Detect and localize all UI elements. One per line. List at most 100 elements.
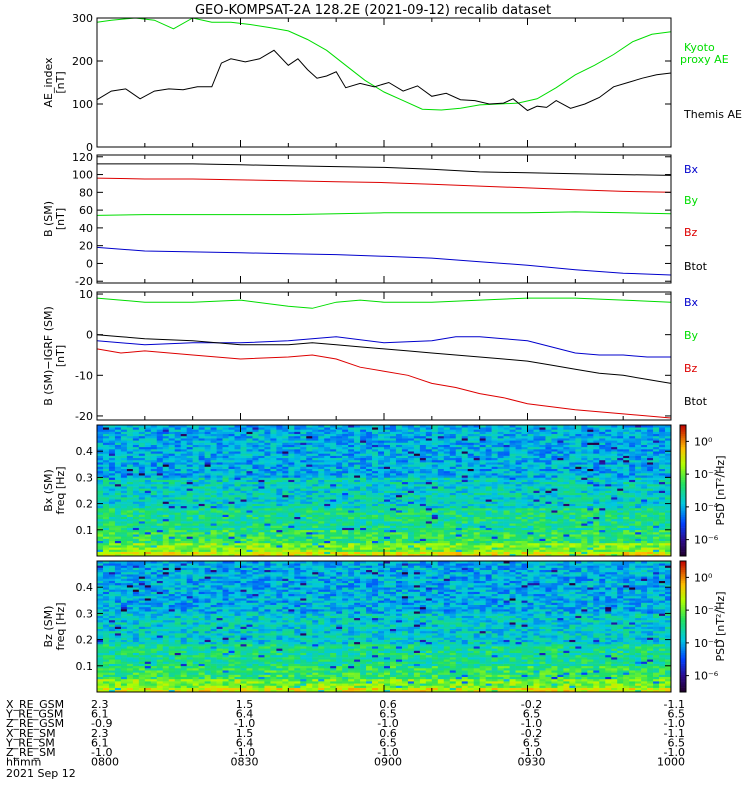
- heatmap-cell: [426, 499, 432, 501]
- heatmap-cell: [533, 510, 539, 512]
- heatmap-cell: [444, 451, 450, 453]
- heatmap-cell: [324, 449, 330, 451]
- heatmap-cell: [629, 451, 635, 453]
- heatmap-cell: [205, 482, 211, 484]
- heatmap-cell: [563, 549, 569, 551]
- heatmap-cell: [342, 488, 348, 490]
- heatmap-cell: [617, 506, 623, 508]
- y-axis-label-line2: [nT]: [54, 345, 67, 367]
- heatmap-cell: [432, 515, 438, 517]
- heatmap-cell: [199, 534, 205, 536]
- heatmap-cell: [587, 534, 593, 536]
- heatmap-cell: [199, 453, 205, 455]
- heatmap-cell: [456, 521, 462, 523]
- heatmap-cell: [408, 473, 414, 475]
- heatmap-cell: [372, 521, 378, 523]
- heatmap-cell: [432, 506, 438, 508]
- heatmap-cell: [139, 512, 145, 514]
- heatmap-cell: [432, 491, 438, 493]
- heatmap-cell: [539, 504, 545, 506]
- heatmap-cell: [282, 539, 288, 541]
- heatmap-cell: [223, 466, 229, 468]
- heatmap-cell: [258, 545, 264, 547]
- heatmap-cell: [420, 528, 426, 530]
- heatmap-cell: [294, 497, 300, 499]
- heatmap-cell: [223, 469, 229, 471]
- heatmap-cell: [336, 484, 342, 486]
- heatmap-cell: [396, 469, 402, 471]
- heatmap-cell: [312, 517, 318, 519]
- heatmap-cell: [456, 501, 462, 503]
- heatmap-cell: [438, 532, 444, 534]
- heatmap-cell: [575, 484, 581, 486]
- heatmap-cell: [109, 545, 115, 547]
- heatmap-cell: [157, 486, 163, 488]
- heatmap-cell: [587, 473, 593, 475]
- heatmap-cell: [246, 499, 252, 501]
- heatmap-cell: [241, 512, 247, 514]
- heatmap-cell: [294, 447, 300, 449]
- legend-kyoto-line2: proxy AE: [680, 53, 729, 66]
- heatmap-cell: [641, 497, 647, 499]
- heatmap-cell: [605, 549, 611, 551]
- heatmap-cell: [557, 517, 563, 519]
- heatmap-cell: [647, 480, 653, 482]
- heatmap-cell: [480, 545, 486, 547]
- heatmap-cell: [480, 543, 486, 545]
- heatmap-cell: [498, 519, 504, 521]
- heatmap-cell: [217, 486, 223, 488]
- heatmap-cell: [217, 549, 223, 551]
- heatmap-cell: [199, 497, 205, 499]
- heatmap-cell: [205, 464, 211, 466]
- heatmap-cell: [569, 475, 575, 477]
- heatmap-cell: [264, 501, 270, 503]
- heatmap-cell: [211, 484, 217, 486]
- heatmap-cell: [396, 493, 402, 495]
- heatmap-cell: [312, 469, 318, 471]
- heatmap-cell: [420, 523, 426, 525]
- heatmap-cell: [139, 482, 145, 484]
- heatmap-cell: [318, 517, 324, 519]
- heatmap-cell: [223, 497, 229, 499]
- heatmap-cell: [575, 456, 581, 458]
- heatmap-cell: [623, 504, 629, 506]
- heatmap-cell: [151, 449, 157, 451]
- heatmap-cell: [623, 499, 629, 501]
- heatmap-cell: [420, 486, 426, 488]
- heatmap-cell: [264, 549, 270, 551]
- heatmap-cell: [306, 510, 312, 512]
- heatmap-cell: [653, 517, 659, 519]
- heatmap-cell: [336, 515, 342, 517]
- heatmap-cell: [211, 525, 217, 527]
- heatmap-cell: [151, 536, 157, 538]
- heatmap-cell: [342, 482, 348, 484]
- heatmap-cell: [229, 530, 235, 532]
- heatmap-cell: [229, 460, 235, 462]
- heatmap-cell: [288, 493, 294, 495]
- heatmap-cell: [587, 488, 593, 490]
- heatmap-cell: [360, 536, 366, 538]
- heatmap-cell: [390, 510, 396, 512]
- heatmap-cell: [378, 464, 384, 466]
- heatmap-cell: [563, 521, 569, 523]
- heatmap-cell: [157, 539, 163, 541]
- heatmap-cell: [408, 495, 414, 497]
- heatmap-cell: [372, 536, 378, 538]
- heatmap-cell: [264, 484, 270, 486]
- heatmap-cell: [276, 532, 282, 534]
- heatmap-cell: [629, 530, 635, 532]
- heatmap-cell: [533, 491, 539, 493]
- heatmap-cell: [414, 471, 420, 473]
- heatmap-cell: [229, 515, 235, 517]
- heatmap-cell: [312, 532, 318, 534]
- heatmap-cell: [516, 451, 522, 453]
- heatmap-cell: [300, 519, 306, 521]
- heatmap-cell: [408, 464, 414, 466]
- heatmap-cell: [545, 510, 551, 512]
- heatmap-cell: [492, 519, 498, 521]
- heatmap-cell: [157, 453, 163, 455]
- heatmap-cell: [318, 451, 324, 453]
- heatmap-cell: [492, 486, 498, 488]
- heatmap-cell: [468, 519, 474, 521]
- heatmap-cell: [665, 541, 671, 543]
